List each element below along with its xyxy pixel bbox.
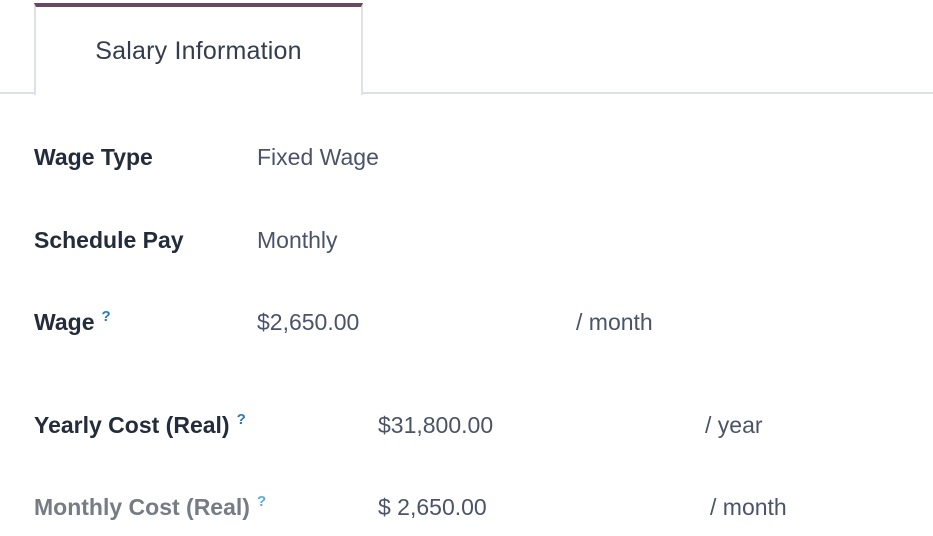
wage-type-label: Wage Type xyxy=(34,144,153,170)
wage-label: Wage? xyxy=(34,308,111,335)
row-monthly-cost: Monthly Cost (Real)? $ 2,650.00 / month xyxy=(0,491,933,523)
row-schedule-pay: Schedule Pay Monthly xyxy=(0,224,933,256)
wage-unit: / month xyxy=(576,309,653,335)
row-yearly-cost: Yearly Cost (Real)? $31,800.00 / year xyxy=(0,409,933,441)
wage-value[interactable]: $2,650.00 xyxy=(257,309,360,335)
row-wage: Wage? $2,650.00 / month xyxy=(0,306,933,338)
tab-salary-information-label: Salary Information xyxy=(95,36,302,65)
tab-salary-information[interactable]: Salary Information xyxy=(34,3,363,95)
monthly-cost-value[interactable]: $ 2,650.00 xyxy=(378,494,487,520)
schedule-pay-value[interactable]: Monthly xyxy=(257,227,338,253)
wage-help-icon[interactable]: ? xyxy=(101,308,111,326)
monthly-cost-label: Monthly Cost (Real)? xyxy=(34,493,267,520)
yearly-cost-unit: / year xyxy=(705,412,763,438)
yearly-cost-label: Yearly Cost (Real)? xyxy=(34,411,246,438)
monthly-cost-help-icon[interactable]: ? xyxy=(256,493,267,511)
schedule-pay-label: Schedule Pay xyxy=(34,227,184,253)
yearly-cost-help-icon[interactable]: ? xyxy=(236,411,246,429)
tabbar-divider xyxy=(0,92,933,94)
yearly-cost-value[interactable]: $31,800.00 xyxy=(378,412,494,438)
monthly-cost-unit: / month xyxy=(710,494,787,520)
row-wage-type: Wage Type Fixed Wage xyxy=(0,141,933,173)
wage-type-value[interactable]: Fixed Wage xyxy=(257,144,379,170)
